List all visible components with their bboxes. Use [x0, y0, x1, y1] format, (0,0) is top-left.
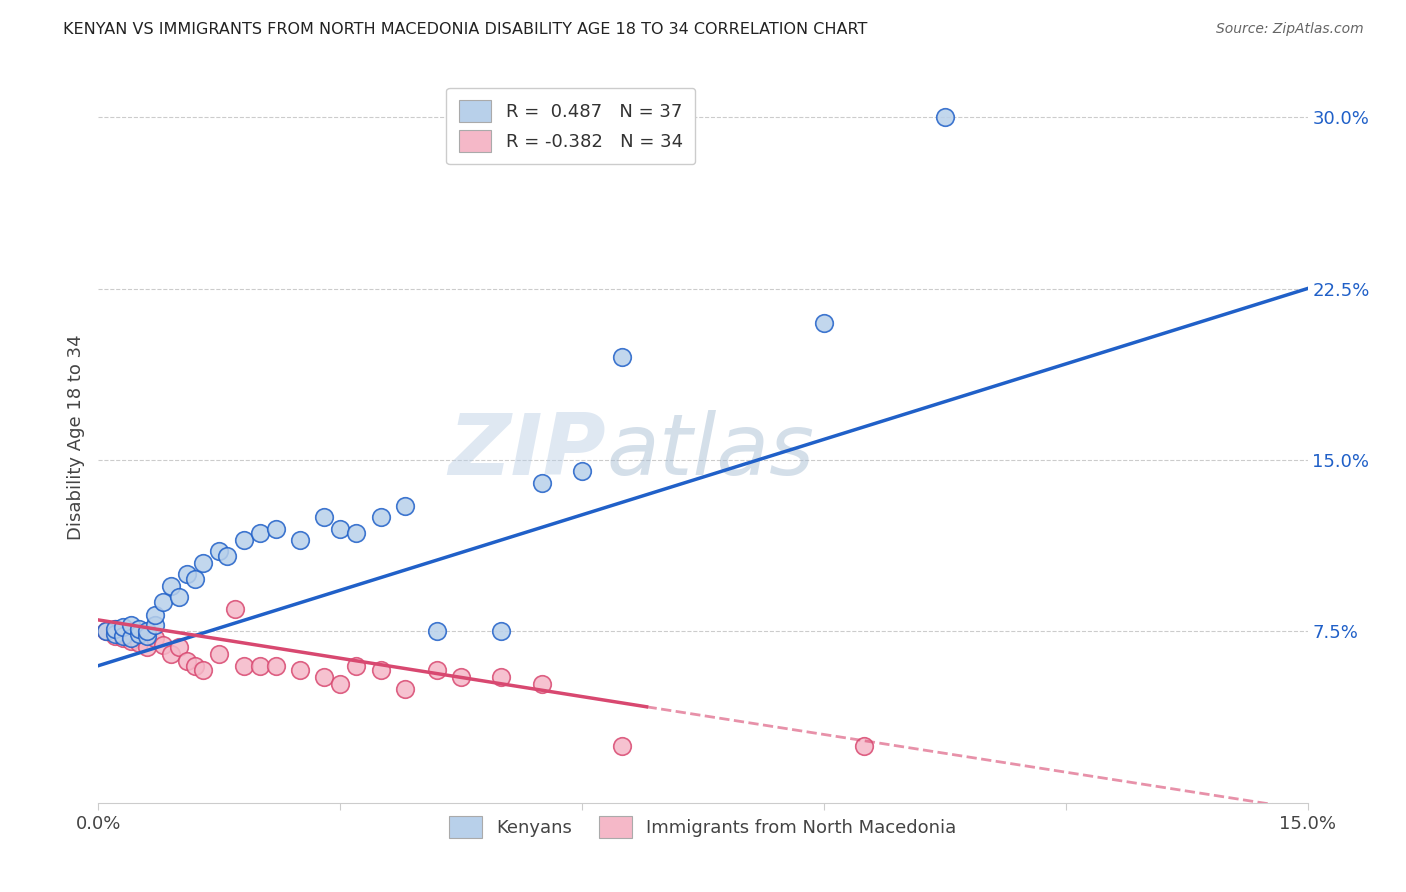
Point — [120, 632, 142, 646]
Point — [264, 521, 287, 535]
Point — [224, 601, 246, 615]
Point — [370, 510, 392, 524]
Point — [450, 670, 472, 684]
Point — [103, 626, 125, 640]
Point — [232, 533, 254, 547]
Point — [167, 590, 190, 604]
Point — [128, 636, 150, 650]
Point — [249, 526, 271, 541]
Point — [329, 521, 352, 535]
Text: atlas: atlas — [606, 410, 814, 493]
Point — [853, 739, 876, 753]
Point — [160, 579, 183, 593]
Point — [249, 658, 271, 673]
Point — [103, 622, 125, 636]
Point — [152, 638, 174, 652]
Point — [96, 624, 118, 639]
Point — [394, 499, 416, 513]
Point — [370, 663, 392, 677]
Point — [217, 549, 239, 563]
Text: ZIP: ZIP — [449, 410, 606, 493]
Point — [394, 681, 416, 696]
Point — [288, 533, 311, 547]
Point — [111, 620, 134, 634]
Point — [184, 658, 207, 673]
Point — [143, 632, 166, 646]
Point — [491, 624, 513, 639]
Point — [135, 629, 157, 643]
Point — [612, 350, 634, 364]
Point — [128, 632, 150, 646]
Point — [264, 658, 287, 673]
Point — [329, 677, 352, 691]
Point — [184, 572, 207, 586]
Point — [193, 556, 215, 570]
Point — [232, 658, 254, 673]
Point — [530, 677, 553, 691]
Point — [491, 670, 513, 684]
Point — [103, 629, 125, 643]
Point — [96, 624, 118, 639]
Point — [314, 670, 336, 684]
Point — [208, 544, 231, 558]
Point — [120, 617, 142, 632]
Point — [111, 632, 134, 646]
Point — [160, 647, 183, 661]
Point — [176, 654, 198, 668]
Point — [176, 567, 198, 582]
Point — [128, 622, 150, 636]
Point — [208, 647, 231, 661]
Point — [193, 663, 215, 677]
Text: Source: ZipAtlas.com: Source: ZipAtlas.com — [1216, 22, 1364, 37]
Point — [344, 526, 367, 541]
Point — [426, 663, 449, 677]
Point — [288, 663, 311, 677]
Point — [143, 608, 166, 623]
Point — [111, 629, 134, 643]
Point — [120, 624, 142, 639]
Text: KENYAN VS IMMIGRANTS FROM NORTH MACEDONIA DISABILITY AGE 18 TO 34 CORRELATION CH: KENYAN VS IMMIGRANTS FROM NORTH MACEDONI… — [63, 22, 868, 37]
Point — [934, 110, 956, 124]
Point — [143, 617, 166, 632]
Point — [128, 626, 150, 640]
Point — [344, 658, 367, 673]
Point — [167, 640, 190, 655]
Point — [152, 595, 174, 609]
Legend: Kenyans, Immigrants from North Macedonia: Kenyans, Immigrants from North Macedonia — [443, 808, 963, 845]
Point — [135, 640, 157, 655]
Point — [571, 464, 593, 478]
Point — [813, 316, 835, 330]
Point — [111, 626, 134, 640]
Point — [314, 510, 336, 524]
Point — [426, 624, 449, 639]
Point — [530, 475, 553, 490]
Point — [612, 739, 634, 753]
Point — [120, 633, 142, 648]
Point — [135, 624, 157, 639]
Point — [103, 622, 125, 636]
Y-axis label: Disability Age 18 to 34: Disability Age 18 to 34 — [66, 334, 84, 540]
